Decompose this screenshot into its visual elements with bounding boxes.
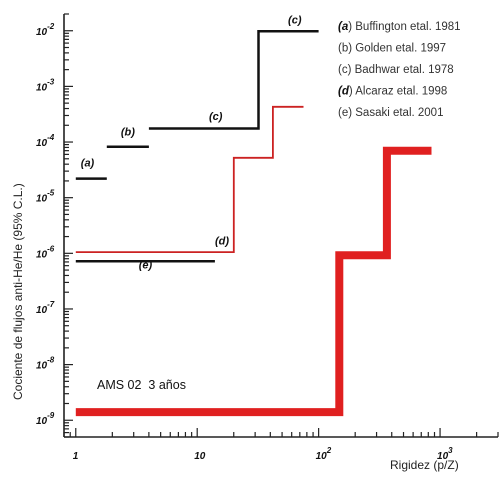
y-tick-label: 10-7: [36, 300, 55, 316]
legend-entry: (b) Golden etal. 1997: [338, 43, 446, 55]
y-tick-label: 10-6: [36, 244, 55, 260]
x-minor-ticks: [64, 428, 498, 437]
ams02-annotation: AMS 02 3 años: [97, 378, 186, 392]
y-tick-label: 10-3: [36, 77, 55, 93]
legend-entry: (a) Buffington etal. 1981: [338, 21, 461, 33]
series-tag: (e): [139, 260, 153, 272]
y-tick-labels: 10-2 10-3 10-4 10-5 10-6 10-7 10-8 10-9: [36, 22, 55, 427]
x-tick-label: 1: [73, 451, 79, 462]
series-line-6: [76, 151, 432, 412]
legend-entry: (d) Alcaraz etal. 1998: [338, 86, 447, 98]
x-tick-label: 10: [194, 451, 206, 462]
y-tick-label: 10-8: [36, 356, 55, 372]
series-tag: (b): [121, 127, 135, 139]
y-axis-label: Cociente de flujos anti-He/He (95% C.L.): [11, 183, 25, 400]
y-minor-ticks: [64, 14, 73, 437]
legend-entry: (e) Sasaki etal. 2001: [338, 107, 443, 119]
legend: (a) Buffington etal. 1981 (b) Golden etal…: [338, 21, 461, 119]
y-tick-label: 10-9: [36, 411, 55, 427]
series-line-3: [149, 31, 319, 128]
y-tick-label: 10-2: [36, 22, 55, 38]
y-tick-label: 10-4: [36, 133, 55, 149]
x-axis-label: Rigidez (p/Z): [390, 458, 459, 472]
series-tag: (d): [215, 235, 229, 247]
y-tick-label: 10-5: [36, 189, 55, 205]
legend-entry: (c) Badhwar etal. 1978: [338, 64, 454, 76]
series-tag: (c): [209, 111, 223, 123]
series-tag: (a): [81, 158, 95, 170]
series-tag: (c): [288, 14, 302, 26]
series-tags: (a) (b) (c) (c) (d) (e): [81, 14, 302, 271]
plot-area: (a) (b) (c) (c) (d) (e): [64, 14, 498, 437]
x-tick-label: 102: [316, 446, 332, 462]
